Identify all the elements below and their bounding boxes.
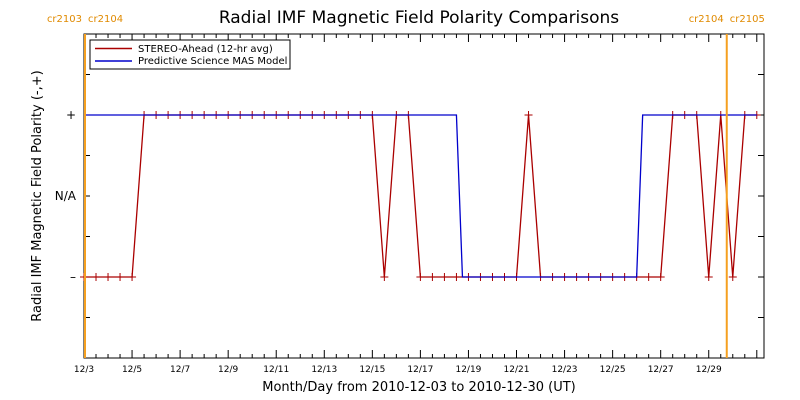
- series-line-1: [84, 114, 757, 278]
- x-tick-label: 12/15: [359, 365, 385, 375]
- y-tick-label: +: [66, 108, 76, 122]
- x-axis-label: Month/Day from 2010-12-03 to 2010-12-30 …: [262, 380, 575, 395]
- legend-box: [89, 39, 291, 70]
- carrington-label-left: cr2104: [689, 14, 724, 25]
- x-tick-label: 12/27: [648, 365, 674, 375]
- carrington-label-left: cr2103: [47, 14, 82, 25]
- legend-label-stereo: STEREO-Ahead (12-hr avg): [138, 44, 273, 55]
- y-tick-label: N/A: [55, 189, 77, 203]
- y-axis-label: Radial IMF Magnetic Field Polarity (-,+): [30, 70, 45, 321]
- data-point: [428, 273, 437, 281]
- data-point: [116, 273, 125, 281]
- series-layer: [80, 111, 761, 281]
- data-point: [128, 273, 137, 281]
- x-tick-label: 12/19: [455, 365, 481, 375]
- x-tick-label: 12/9: [218, 365, 238, 375]
- x-tick-label: 12/3: [74, 365, 94, 375]
- data-point: [440, 273, 449, 281]
- x-tick-label: 12/11: [263, 365, 289, 375]
- data-point: [656, 273, 665, 281]
- x-tick-label: 12/23: [552, 365, 578, 375]
- x-tick-label: 12/29: [696, 365, 722, 375]
- data-point: [416, 273, 425, 281]
- series-line-0: [84, 114, 757, 278]
- data-point: [524, 111, 533, 119]
- legend-label-mas: Predictive Science MAS Model: [138, 56, 287, 67]
- plot-frame: [83, 33, 765, 359]
- chart-title: Radial IMF Magnetic Field Polarity Compa…: [219, 8, 619, 28]
- data-point: [380, 273, 389, 281]
- carrington-label-right: cr2104: [88, 14, 123, 25]
- y-tick-label: –: [70, 270, 76, 284]
- data-point: [728, 273, 737, 281]
- data-point: [104, 273, 113, 281]
- carrington-label-right: cr2105: [730, 14, 765, 25]
- data-point: [644, 273, 653, 281]
- x-tick-label: 12/5: [122, 365, 142, 375]
- x-axis-ticks: 12/3 12/5 12/7 12/9 12/11 12/13 12/15 12/17 12/1…: [74, 34, 758, 375]
- x-tick-label: 12/7: [170, 365, 190, 375]
- data-point: [92, 273, 101, 281]
- carrington-markers: cr2103 cr2104 cr2104 cr2105: [47, 14, 765, 358]
- x-tick-label: 12/21: [504, 365, 530, 375]
- y-axis-ticks: + N/A –: [55, 74, 764, 318]
- x-tick-label: 12/13: [311, 365, 337, 375]
- data-point: [704, 273, 713, 281]
- data-point: [452, 273, 461, 281]
- x-tick-label: 12/25: [600, 365, 626, 375]
- x-tick-label: 12/17: [407, 365, 433, 375]
- legend: STEREO-Ahead (12-hr avg) Predictive Scie…: [89, 39, 291, 70]
